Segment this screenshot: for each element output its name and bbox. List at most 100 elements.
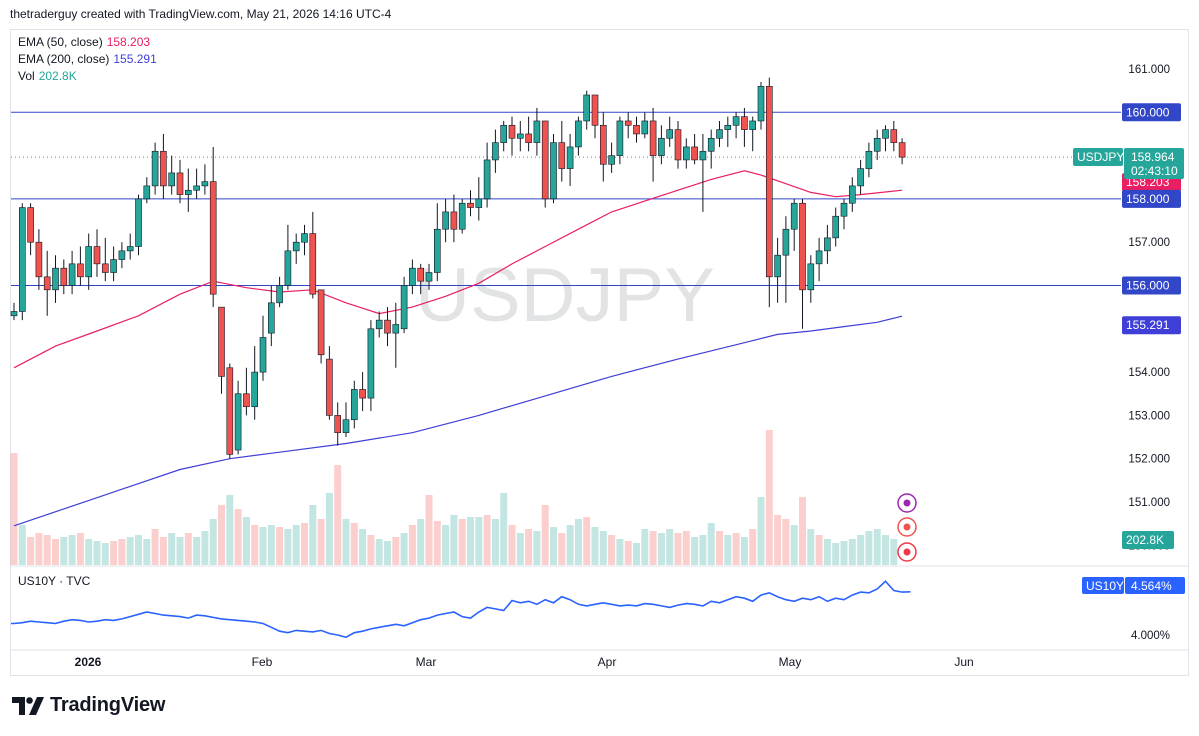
candle-body	[765, 86, 773, 278]
legend-vol[interactable]: Vol 202.8K	[18, 68, 77, 85]
candle-body	[326, 358, 333, 416]
candle	[691, 133, 698, 165]
legend-ema200[interactable]: EMA (200, close) 155.291	[18, 51, 157, 68]
candle-body	[541, 120, 549, 200]
candle	[624, 112, 632, 139]
volume-bar	[209, 519, 217, 565]
volume-bar	[135, 535, 142, 565]
candle	[110, 246, 117, 282]
volume-bar	[143, 539, 151, 565]
candle-body	[151, 150, 159, 187]
candle	[135, 194, 142, 256]
candle	[60, 259, 68, 295]
candle-body	[782, 228, 790, 256]
volume-bar	[151, 529, 159, 565]
candle-body	[732, 116, 740, 126]
candle-body	[724, 124, 732, 130]
candle-body	[799, 202, 806, 291]
candle	[10, 302, 18, 321]
legend-ema50[interactable]: EMA (50, close) 158.203	[18, 34, 150, 51]
candle	[599, 112, 607, 182]
candle	[832, 207, 840, 247]
candle	[616, 116, 624, 165]
volume-bar	[782, 519, 790, 565]
candle-body	[384, 319, 391, 334]
candle-body	[93, 246, 101, 265]
badge-usdjpy-price: 158.964	[1131, 150, 1175, 164]
candle-body	[599, 124, 607, 165]
volume-bar	[890, 539, 898, 565]
candle-body	[392, 324, 400, 334]
volume-bar	[599, 531, 607, 565]
candle-body	[649, 120, 657, 156]
candle-body	[525, 133, 532, 143]
time-axis-tick: Feb	[252, 655, 273, 669]
symbol-watermark: USDJPY	[415, 253, 715, 338]
candle	[865, 142, 873, 178]
tradingview-brand[interactable]: TradingView	[12, 694, 165, 717]
volume-bar	[93, 541, 101, 565]
volume-bar	[616, 539, 624, 565]
candle	[85, 233, 92, 290]
candle-body	[450, 211, 458, 230]
price-axis-tick: 154.000	[1128, 367, 1170, 379]
chart-frame	[10, 29, 1189, 676]
legend-ema200-label: EMA (200, close)	[18, 52, 110, 66]
volume-bar	[417, 519, 425, 565]
candle-body	[259, 337, 267, 373]
volume-bar	[218, 505, 225, 565]
candle	[143, 177, 151, 204]
candle	[882, 125, 889, 152]
volume-bar	[43, 535, 51, 565]
candle	[898, 138, 906, 165]
us10y-badge-symbol-bg	[1082, 577, 1124, 594]
volume-bar	[334, 465, 342, 565]
volume-bar	[865, 531, 873, 565]
candle-body	[890, 129, 898, 143]
volume-bar	[301, 523, 308, 565]
candle-body	[27, 207, 34, 243]
volume-bar	[159, 537, 167, 565]
candle	[450, 194, 458, 243]
candle	[234, 380, 242, 455]
volume-bar	[882, 535, 889, 565]
candle	[550, 133, 557, 204]
candle	[848, 177, 856, 212]
candle-body	[658, 137, 665, 156]
candle	[840, 198, 848, 230]
candle-body	[865, 150, 873, 169]
candle-body	[840, 202, 848, 217]
volume-bar	[790, 525, 798, 565]
badge-156-text: 156.000	[1126, 279, 1170, 293]
candle	[699, 133, 707, 212]
badge-usdjpy-countdown: 02:43:10	[1131, 164, 1178, 178]
candle-body	[267, 302, 275, 334]
candle	[467, 190, 474, 217]
volume-bar	[483, 515, 491, 565]
candle-body	[566, 146, 574, 169]
price-axis-tick: 153.000	[1128, 410, 1170, 422]
us10y-badge-value: 4.564%	[1131, 579, 1172, 593]
volume-bar	[807, 529, 815, 565]
candle-body	[508, 124, 516, 139]
candle-body	[873, 137, 881, 152]
volume-bar	[292, 525, 300, 565]
candle	[193, 168, 200, 199]
candle-body	[682, 146, 690, 161]
volume-bar	[76, 533, 84, 565]
flag-event-icon	[897, 517, 917, 537]
candle	[724, 116, 732, 147]
candle	[35, 229, 43, 290]
volume-bar	[815, 535, 823, 565]
badge-158-bg	[1122, 189, 1181, 208]
candle	[591, 94, 599, 139]
volume-bar	[873, 529, 881, 565]
candle-body	[832, 215, 840, 239]
candle-body	[483, 159, 491, 200]
candle-body	[583, 94, 591, 122]
candle-body	[857, 168, 864, 187]
candle-body	[10, 311, 18, 317]
candle	[583, 90, 591, 130]
candle-body	[77, 263, 84, 278]
